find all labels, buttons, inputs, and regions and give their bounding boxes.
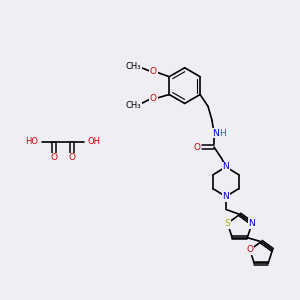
Text: O: O [150,94,157,103]
Text: N: N [223,162,229,171]
Text: S: S [225,219,230,228]
Text: N: N [249,219,255,228]
Text: O: O [150,67,157,76]
Text: O: O [50,153,57,162]
Text: H: H [220,129,226,138]
Text: OH: OH [88,136,100,146]
Text: CH₃: CH₃ [126,101,141,110]
Text: HO: HO [25,136,38,146]
Text: O: O [68,153,75,162]
Text: O: O [246,245,254,254]
Text: N: N [223,192,229,201]
Text: O: O [194,142,201,152]
Text: N: N [213,129,219,138]
Text: CH₃: CH₃ [126,62,141,71]
